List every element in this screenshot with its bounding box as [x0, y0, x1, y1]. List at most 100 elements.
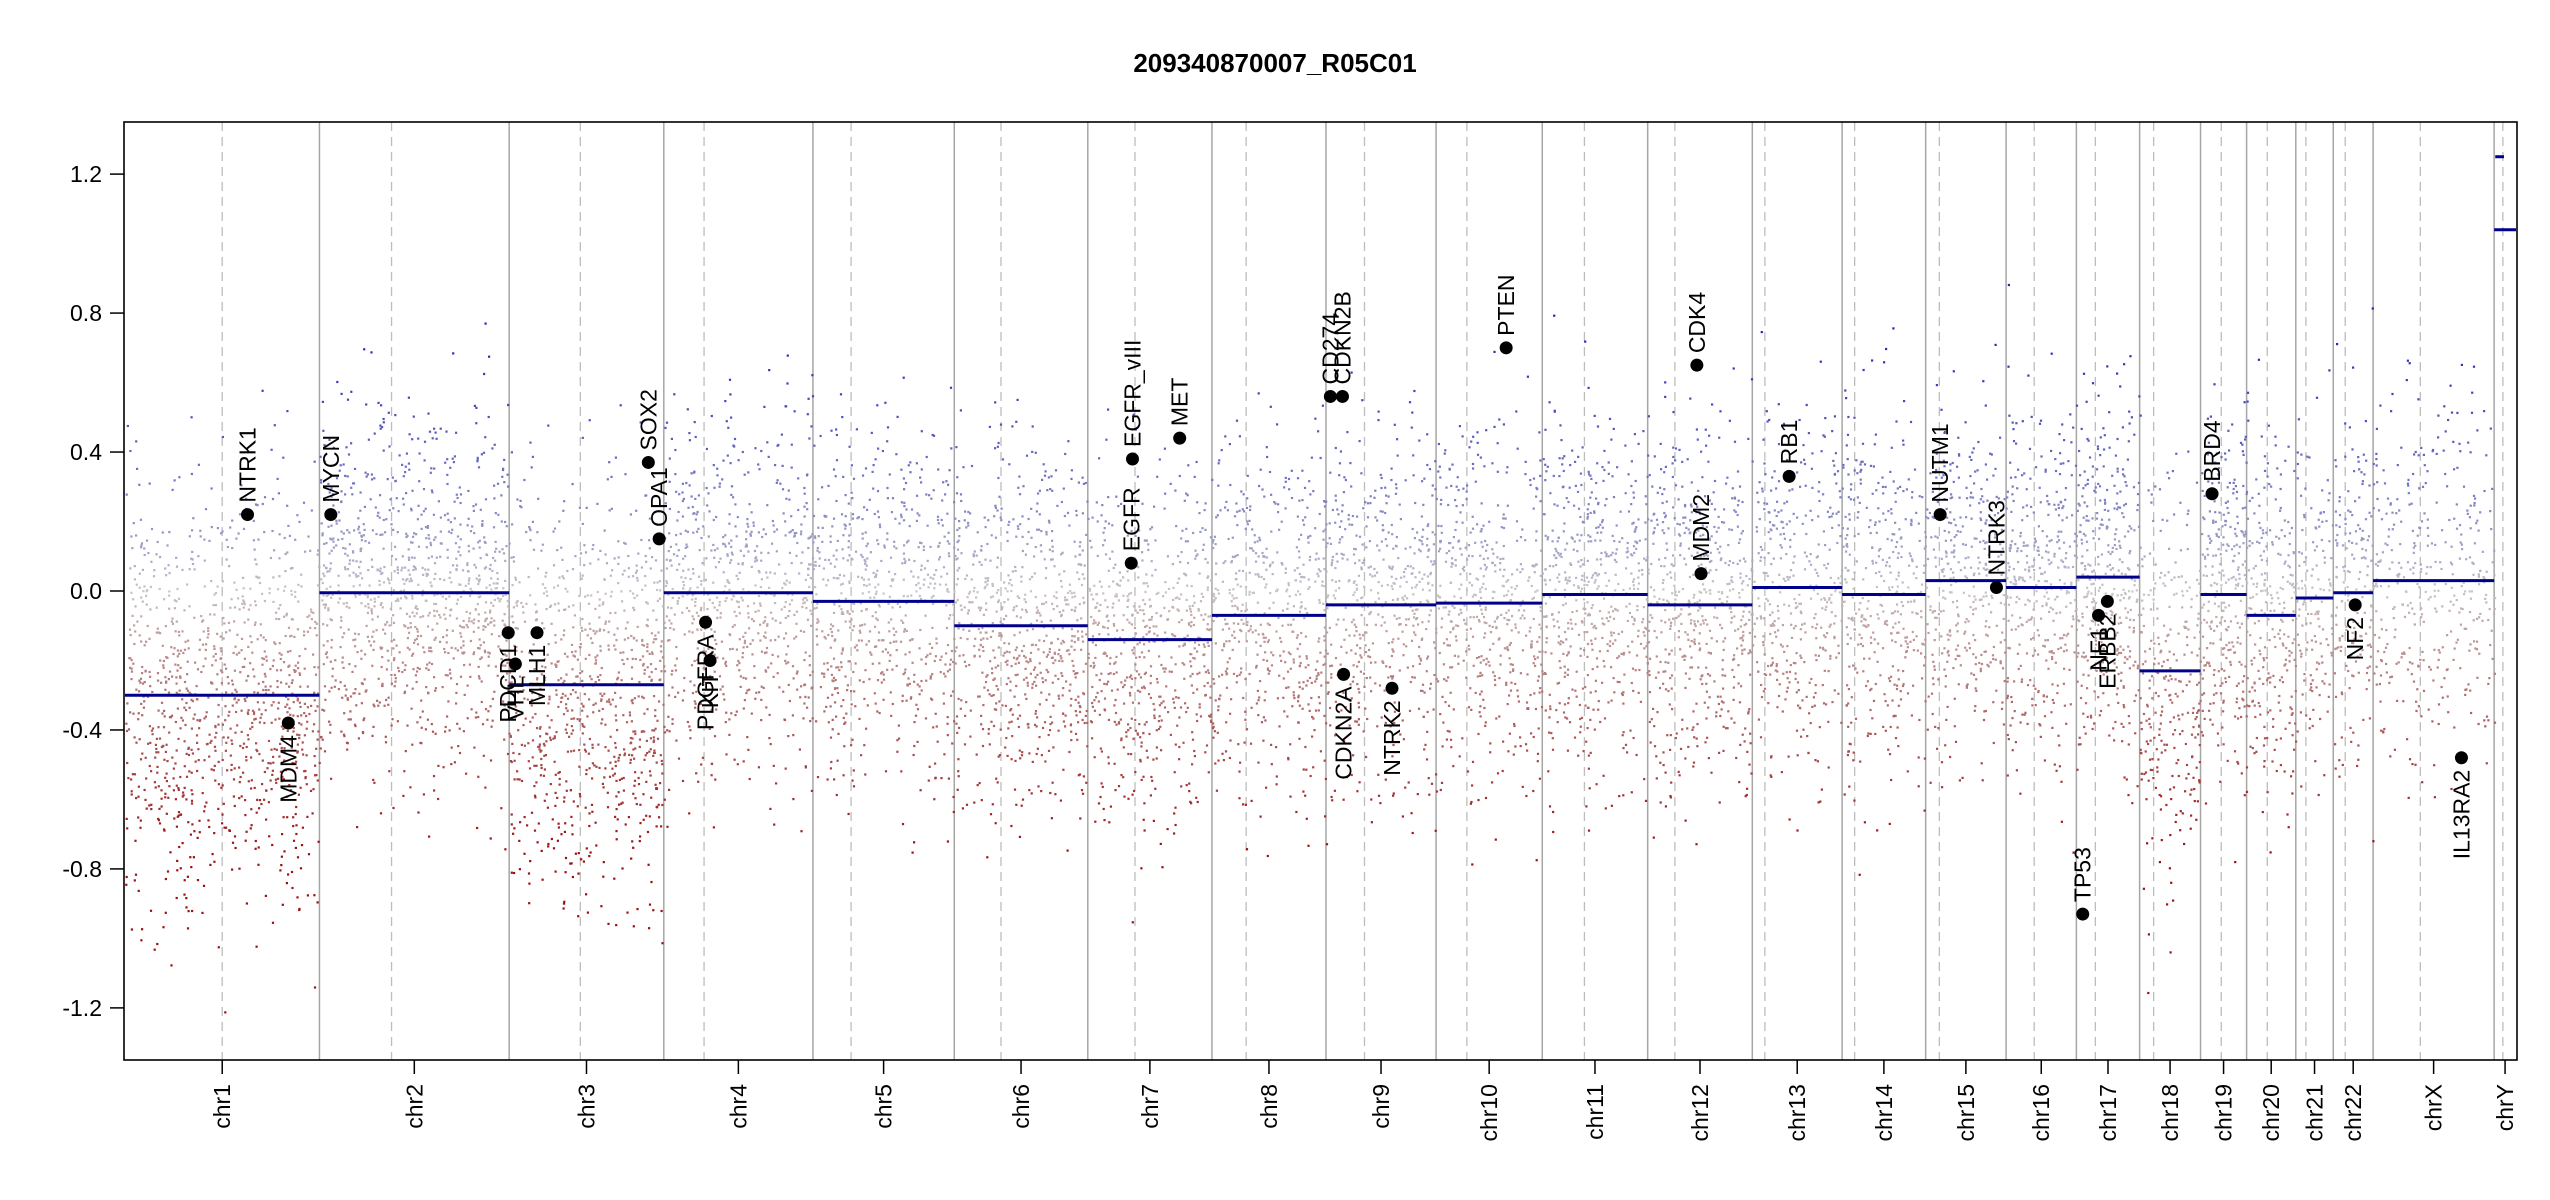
probe-point — [234, 645, 237, 648]
probe-point — [1010, 589, 1013, 593]
probe-point — [654, 559, 658, 562]
probe-point — [676, 568, 679, 571]
probe-point — [157, 819, 160, 822]
probe-point — [433, 609, 436, 612]
probe-point — [918, 514, 921, 517]
probe-point — [860, 553, 863, 556]
probe-point — [651, 651, 654, 654]
probe-point — [381, 533, 384, 536]
probe-point — [520, 779, 524, 783]
probe-point — [1096, 554, 1099, 557]
probe-point — [1081, 635, 1084, 638]
probe-point — [899, 640, 903, 643]
probe-point — [1065, 649, 1069, 652]
probe-point — [571, 875, 574, 879]
probe-point — [376, 699, 379, 702]
probe-point — [203, 759, 206, 762]
probe-point — [321, 708, 324, 711]
probe-point — [489, 609, 492, 612]
probe-point — [608, 700, 611, 704]
probe-point — [190, 771, 193, 774]
probe-point — [405, 452, 408, 455]
probe-point — [719, 616, 722, 619]
probe-point — [713, 653, 716, 656]
probe-point — [825, 705, 828, 708]
probe-point — [623, 569, 626, 572]
probe-point — [286, 795, 289, 798]
probe-point — [591, 641, 594, 644]
probe-point — [276, 680, 279, 683]
probe-point — [371, 529, 374, 532]
probe-point — [289, 650, 292, 653]
probe-point — [1087, 652, 1090, 655]
probe-point — [163, 715, 166, 718]
probe-point — [1003, 651, 1006, 654]
probe-point — [988, 693, 991, 696]
probe-point — [619, 651, 622, 654]
probe-point — [604, 767, 607, 770]
probe-point — [795, 531, 798, 535]
probe-point — [1061, 551, 1064, 554]
probe-point — [143, 681, 146, 684]
probe-point — [420, 742, 423, 745]
probe-point — [1062, 768, 1065, 771]
probe-point — [617, 759, 620, 762]
probe-point — [487, 623, 490, 626]
probe-point — [606, 700, 609, 703]
probe-point — [518, 581, 521, 584]
probe-point — [1205, 744, 1209, 747]
probe-point — [366, 473, 369, 476]
probe-point — [917, 546, 920, 549]
probe-point — [702, 667, 705, 670]
probe-point — [707, 647, 710, 650]
probe-point — [138, 586, 141, 589]
probe-point — [317, 584, 320, 587]
probe-point — [1198, 671, 1201, 674]
probe-point — [485, 586, 488, 589]
probe-point — [367, 569, 370, 572]
probe-point — [409, 786, 412, 789]
probe-point — [196, 719, 199, 722]
probe-point — [1056, 504, 1059, 507]
probe-point — [494, 540, 497, 543]
probe-point — [1208, 714, 1211, 717]
probe-point — [466, 717, 469, 720]
probe-point — [763, 405, 766, 408]
probe-point — [1047, 519, 1051, 522]
probe-point — [406, 724, 409, 727]
probe-point — [256, 638, 259, 641]
probe-point — [886, 651, 890, 654]
probe-point — [1108, 585, 1111, 588]
probe-point — [338, 519, 341, 522]
probe-point — [478, 574, 481, 577]
probe-point — [269, 667, 272, 671]
probe-point — [403, 691, 406, 695]
probe-point — [956, 528, 959, 532]
probe-point — [1118, 636, 1122, 639]
probe-point — [450, 746, 453, 749]
probe-point — [782, 690, 785, 693]
probe-point — [338, 597, 341, 600]
probe-point — [643, 672, 646, 675]
probe-point — [130, 535, 133, 538]
probe-point — [164, 792, 167, 795]
probe-point — [182, 794, 185, 797]
probe-point — [650, 796, 653, 799]
probe-point — [213, 832, 216, 835]
probe-point — [886, 538, 889, 541]
probe-point — [480, 453, 483, 456]
probe-point — [221, 580, 224, 583]
probe-point — [545, 732, 548, 735]
probe-point — [220, 657, 223, 660]
probe-point — [565, 731, 568, 734]
probe-point — [254, 604, 257, 607]
probe-point — [760, 449, 763, 453]
probe-point — [953, 637, 956, 640]
probe-point — [213, 613, 216, 616]
probe-point — [645, 814, 648, 817]
probe-point — [308, 712, 311, 716]
probe-point — [348, 574, 351, 577]
probe-point — [750, 511, 753, 514]
probe-point — [393, 657, 396, 660]
probe-point — [469, 587, 472, 590]
